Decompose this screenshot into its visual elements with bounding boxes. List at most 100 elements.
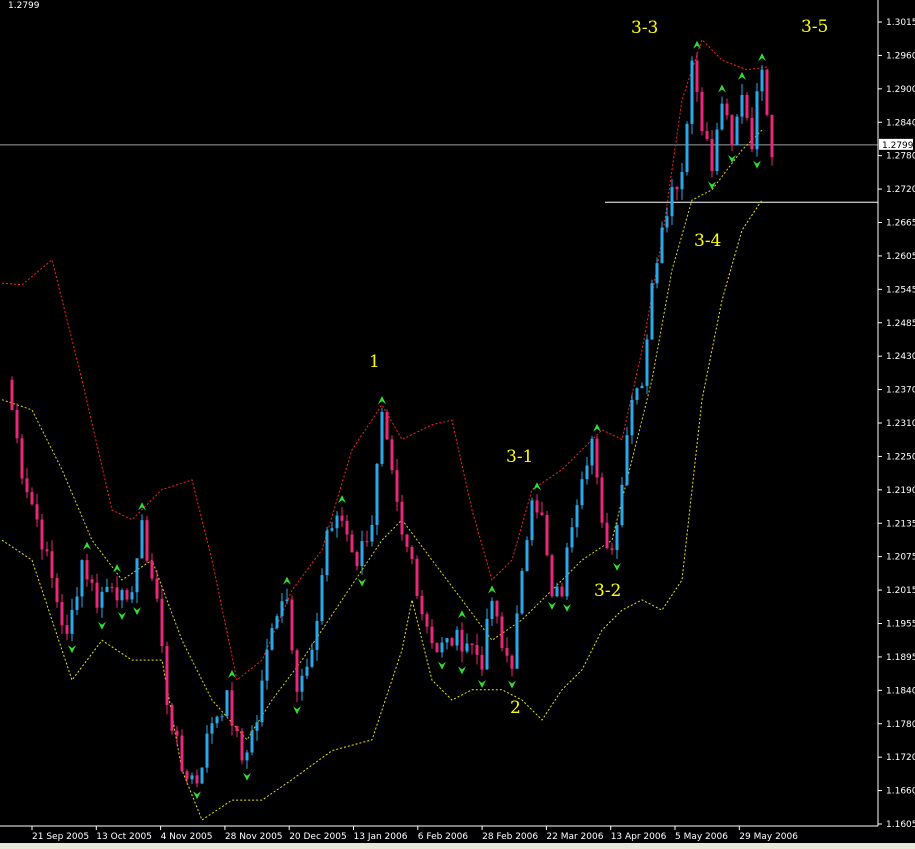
fractal-up-arrow-icon (458, 610, 466, 619)
candle-body (240, 731, 244, 761)
current-price-box (879, 138, 913, 150)
candle-body (350, 534, 354, 552)
candle-body (485, 618, 489, 670)
candle-body (685, 123, 689, 173)
annotation-3-3: 3-3 (631, 18, 659, 38)
candle-body (55, 577, 59, 603)
candle-body (25, 478, 29, 493)
fractal-down-arrow-icon (563, 603, 571, 612)
candle-body (665, 216, 669, 228)
candle-body (760, 69, 764, 92)
candle-body (440, 642, 444, 653)
candle-body (155, 578, 159, 599)
candle-body (365, 541, 369, 543)
y-tick-label: 1.2015 (886, 586, 915, 596)
candle-body (285, 599, 289, 602)
candle-body (95, 582, 99, 608)
candle-body (725, 103, 729, 116)
y-tick-label: 1.1660 (886, 787, 915, 797)
candle-body (520, 570, 524, 614)
candle-body (675, 186, 679, 190)
candle-body (225, 690, 229, 717)
candle-body (330, 528, 334, 531)
candle-body (80, 560, 84, 597)
x-tick-label: 13 Apr 2006 (611, 832, 667, 842)
candle-body (770, 114, 774, 158)
candle-body (325, 530, 329, 576)
candle-body (110, 586, 114, 588)
candle-body (270, 628, 274, 650)
fractal-down-arrow-icon (728, 154, 736, 163)
candle-body (540, 512, 544, 515)
candle-body (635, 388, 639, 400)
y-tick-label: 1.2370 (886, 386, 915, 396)
candle-body (20, 438, 24, 479)
candle-body (720, 103, 724, 130)
candle-body (450, 638, 454, 646)
fractal-up-arrow-icon (113, 564, 121, 573)
fractal-down-arrow-icon (98, 621, 106, 630)
candle-body (260, 680, 264, 723)
candle-body (435, 643, 439, 653)
y-tick-label: 1.1895 (886, 653, 915, 663)
candle-body (405, 534, 409, 547)
fractal-up-arrow-icon (488, 585, 496, 594)
candle-body (90, 579, 94, 583)
fractal-down-arrow-icon (458, 666, 466, 675)
x-tick-label: 2005 (0, 832, 1, 842)
fractal-down-arrow-icon (438, 661, 446, 670)
candle-body (715, 129, 719, 171)
candle-body (370, 524, 374, 542)
fractal-down-arrow-icon (193, 791, 201, 800)
candle-body (555, 586, 559, 597)
candle-body (505, 647, 509, 656)
candle-body (560, 586, 564, 597)
candle-body (765, 69, 769, 115)
candle-body (75, 596, 79, 610)
fractal-down-arrow-icon (133, 607, 141, 616)
x-tick-label: 28 Feb 2006 (482, 832, 538, 842)
x-tick-label: 5 May 2006 (675, 832, 728, 842)
candle-body (735, 116, 739, 146)
fractal-up-arrow-icon (693, 40, 701, 49)
candle-body (585, 465, 589, 480)
candle-body (425, 614, 429, 627)
candle-body (250, 730, 254, 753)
candle-body (740, 94, 744, 117)
candle-body (480, 654, 484, 670)
fractal-up-arrow-icon (138, 502, 146, 511)
candle-body (205, 733, 209, 768)
fractal-up-arrow-icon (228, 670, 236, 679)
fractal-down-arrow-icon (293, 706, 301, 715)
fractal-down-arrow-icon (118, 611, 126, 620)
candle-body (195, 775, 199, 784)
y-tick-label: 1.2485 (886, 319, 915, 329)
fractal-up-arrow-icon (533, 482, 541, 491)
x-tick-label: 13 Oct 2005 (96, 832, 152, 842)
candle-body (235, 725, 239, 732)
candle-body (375, 463, 379, 525)
lower-band-line (1, 199, 763, 821)
candle-body (470, 643, 474, 645)
y-tick-label: 1.1780 (886, 720, 915, 730)
x-tick-label: 4 Nov 2005 (161, 832, 213, 842)
candle-body (295, 650, 299, 692)
annotation-3-4: 3-4 (694, 231, 722, 251)
y-tick-label: 1.3015 (886, 18, 915, 28)
candle-body (35, 504, 39, 520)
candle-body (595, 438, 599, 478)
candle-body (165, 646, 169, 705)
candle-body (580, 479, 584, 506)
status-bar (0, 843, 915, 849)
candle-body (160, 598, 164, 647)
candle-body (215, 716, 219, 724)
fractal-down-arrow-icon (68, 645, 76, 654)
candle-body (660, 227, 664, 264)
candle-body (360, 541, 364, 567)
candle-body (730, 115, 734, 146)
candle-body (590, 438, 594, 466)
candle-body (100, 591, 104, 608)
fractal-up-arrow-icon (758, 53, 766, 62)
